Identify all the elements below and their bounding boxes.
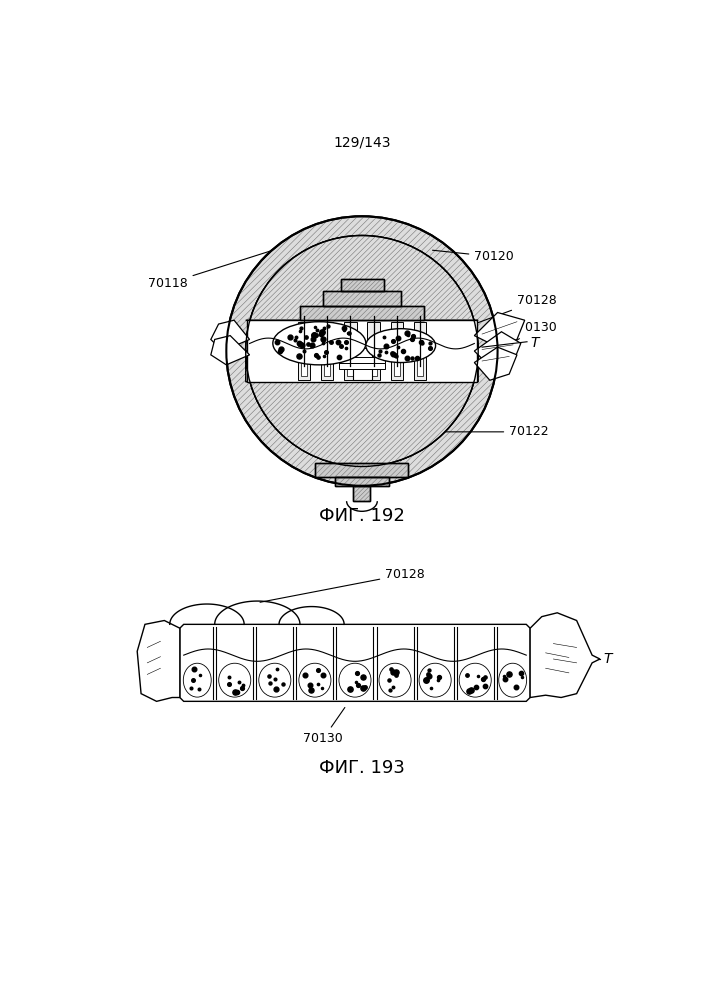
Bar [370,338,377,376]
Ellipse shape [419,663,451,697]
Bar [324,338,330,376]
Bar [341,279,384,291]
Ellipse shape [183,663,211,697]
Ellipse shape [379,663,411,697]
Bar [298,322,310,380]
Ellipse shape [273,322,366,365]
Ellipse shape [366,329,436,363]
Ellipse shape [259,663,291,697]
Bar [354,486,370,501]
Text: T: T [530,336,539,350]
Ellipse shape [459,663,491,697]
Bar [353,345,372,380]
Bar [341,279,384,291]
Bar [339,342,385,348]
Polygon shape [474,347,517,380]
Text: 70130: 70130 [477,321,556,365]
Bar [339,357,385,363]
Circle shape [226,216,498,486]
Bar [394,338,400,376]
Bar [315,463,409,477]
Circle shape [246,235,478,466]
Bar [391,322,403,380]
Text: T: T [604,652,612,666]
Ellipse shape [498,663,527,697]
Bar [339,363,385,369]
Ellipse shape [218,663,251,697]
Text: ФИГ. 193: ФИГ. 193 [319,759,405,777]
Polygon shape [137,620,180,701]
Polygon shape [211,336,250,365]
Bar [300,338,307,376]
Text: ФИГ. 192: ФИГ. 192 [319,507,405,525]
Polygon shape [474,332,521,366]
Bar [315,463,409,477]
Bar [347,338,354,376]
Ellipse shape [339,663,371,697]
Text: 70128: 70128 [477,294,556,323]
Text: 70130: 70130 [303,707,345,745]
Text: 129/143: 129/143 [333,135,391,149]
Text: 70122: 70122 [433,425,549,438]
Polygon shape [180,624,530,701]
Text: 70120: 70120 [433,250,514,263]
Bar [335,477,389,486]
Bar [300,306,424,320]
Bar [300,306,424,320]
Bar [354,486,370,501]
Bar [321,322,333,380]
Bar [323,291,401,306]
Ellipse shape [299,663,331,697]
Polygon shape [474,312,525,347]
Bar [414,322,426,380]
Bar [344,322,356,380]
Polygon shape [530,613,600,698]
Polygon shape [246,236,478,351]
Bar [335,477,389,486]
Polygon shape [211,320,250,351]
Text: 70128: 70128 [260,568,425,602]
Bar [368,322,380,380]
Bar [323,291,401,306]
Polygon shape [246,351,478,466]
Text: 70118: 70118 [148,251,271,290]
Bar [417,338,423,376]
Bar [247,320,477,382]
